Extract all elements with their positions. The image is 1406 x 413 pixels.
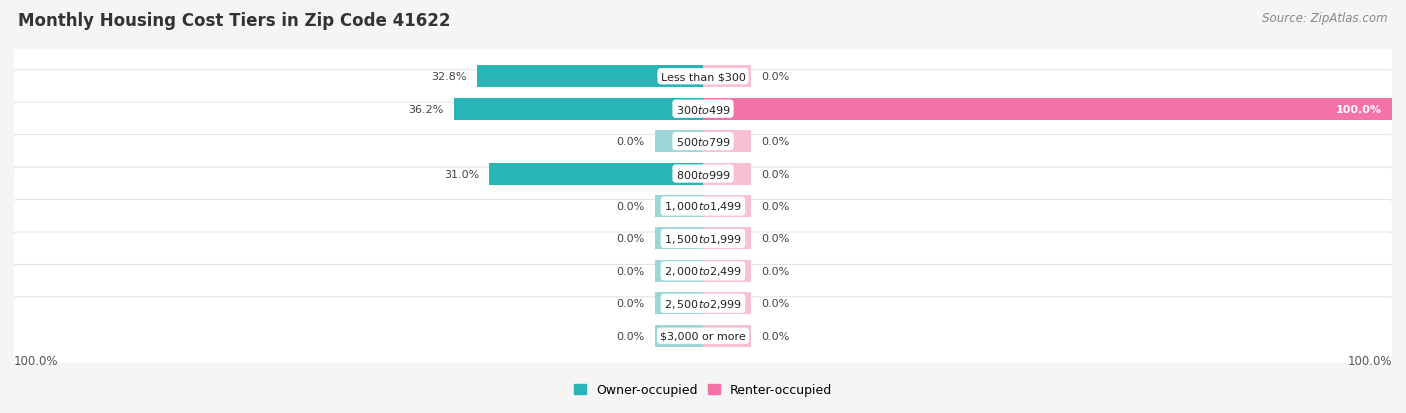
Text: $500 to $799: $500 to $799 (675, 136, 731, 148)
FancyBboxPatch shape (11, 265, 1395, 342)
Bar (655, 228, 703, 250)
Text: 32.8%: 32.8% (432, 72, 467, 82)
Bar (703, 66, 751, 88)
Text: 0.0%: 0.0% (616, 266, 644, 276)
Bar (489, 163, 703, 185)
FancyBboxPatch shape (11, 297, 1395, 375)
Legend: Owner-occupied, Renter-occupied: Owner-occupied, Renter-occupied (568, 378, 838, 401)
Bar (454, 98, 703, 121)
FancyBboxPatch shape (11, 233, 1395, 310)
Bar (703, 195, 751, 218)
FancyBboxPatch shape (11, 103, 1395, 180)
FancyBboxPatch shape (11, 71, 1395, 148)
Text: $300 to $499: $300 to $499 (675, 103, 731, 115)
Text: $2,500 to $2,999: $2,500 to $2,999 (664, 297, 742, 310)
Text: 100.0%: 100.0% (1347, 354, 1392, 367)
Bar (703, 228, 751, 250)
Text: 0.0%: 0.0% (762, 169, 790, 179)
Bar (703, 260, 751, 282)
Text: 36.2%: 36.2% (408, 104, 443, 114)
Text: $2,000 to $2,499: $2,000 to $2,499 (664, 265, 742, 278)
Text: 0.0%: 0.0% (616, 234, 644, 244)
Bar (477, 66, 703, 88)
Text: $1,000 to $1,499: $1,000 to $1,499 (664, 200, 742, 213)
FancyBboxPatch shape (11, 38, 1395, 116)
Bar (703, 98, 1392, 121)
Bar (655, 131, 703, 153)
Text: 0.0%: 0.0% (616, 202, 644, 211)
Text: 31.0%: 31.0% (444, 169, 479, 179)
FancyBboxPatch shape (11, 168, 1395, 245)
Text: 0.0%: 0.0% (762, 331, 790, 341)
Text: Less than $300: Less than $300 (661, 72, 745, 82)
Text: Monthly Housing Cost Tiers in Zip Code 41622: Monthly Housing Cost Tiers in Zip Code 4… (18, 12, 451, 30)
Text: 100.0%: 100.0% (1336, 104, 1382, 114)
Text: Source: ZipAtlas.com: Source: ZipAtlas.com (1263, 12, 1388, 25)
Text: $1,500 to $1,999: $1,500 to $1,999 (664, 233, 742, 245)
Bar (655, 292, 703, 315)
Bar (703, 131, 751, 153)
Text: 0.0%: 0.0% (616, 137, 644, 147)
Bar (655, 260, 703, 282)
Bar (703, 325, 751, 347)
Text: $800 to $999: $800 to $999 (675, 168, 731, 180)
Text: 0.0%: 0.0% (762, 266, 790, 276)
Text: 0.0%: 0.0% (762, 137, 790, 147)
Bar (655, 195, 703, 218)
Text: $3,000 or more: $3,000 or more (661, 331, 745, 341)
Text: 0.0%: 0.0% (616, 331, 644, 341)
Bar (703, 292, 751, 315)
Text: 0.0%: 0.0% (762, 202, 790, 211)
FancyBboxPatch shape (11, 135, 1395, 213)
FancyBboxPatch shape (11, 200, 1395, 278)
Text: 0.0%: 0.0% (616, 299, 644, 309)
Text: 0.0%: 0.0% (762, 72, 790, 82)
Text: 0.0%: 0.0% (762, 299, 790, 309)
Bar (655, 325, 703, 347)
Text: 100.0%: 100.0% (14, 354, 59, 367)
Bar (703, 163, 751, 185)
Text: 0.0%: 0.0% (762, 234, 790, 244)
